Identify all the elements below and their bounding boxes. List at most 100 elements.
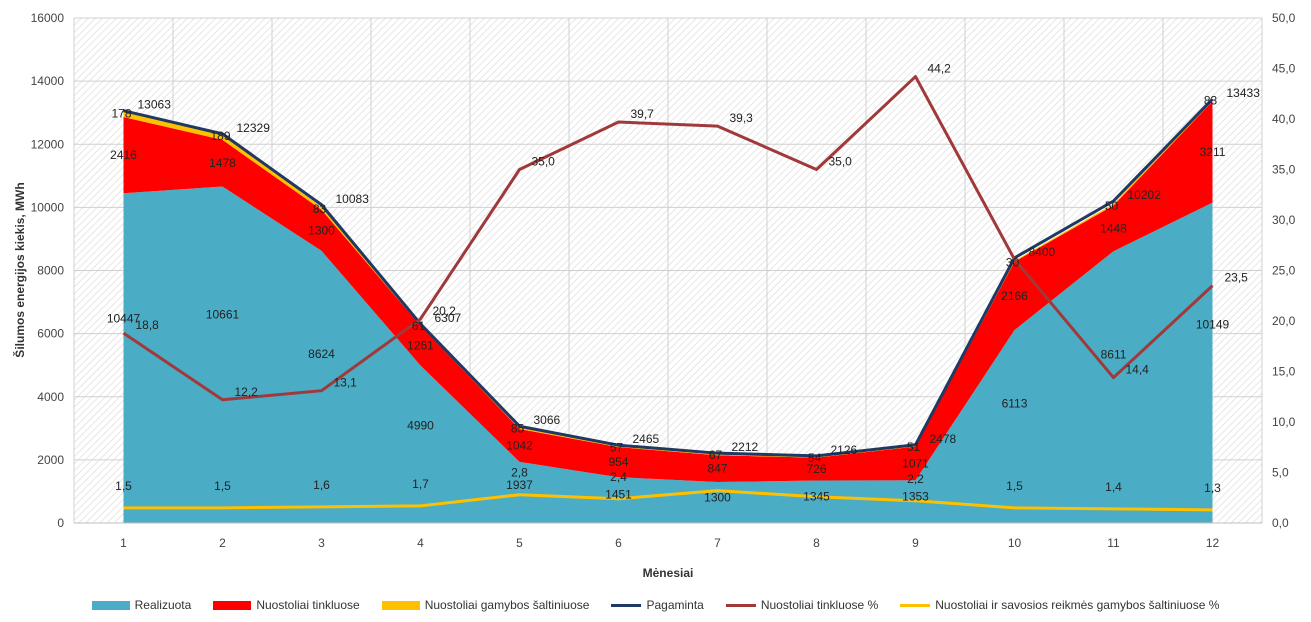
legend-item-pagaminta: Pagaminta (611, 598, 704, 612)
data-label: 67 (709, 448, 723, 462)
y2-tick-label: 25,0 (1272, 264, 1296, 278)
data-label: 83 (1204, 94, 1218, 108)
legend-swatch (381, 600, 420, 610)
x-tick-label: 5 (516, 536, 523, 550)
data-label: 10447 (107, 312, 141, 326)
data-label: 178 (111, 106, 131, 120)
legend-item-nuostoliai-tinkluose-pct: Nuostoliai tinkluose % (725, 598, 878, 612)
data-label: 1300 (308, 223, 335, 237)
data-label: 1,5 (214, 479, 231, 493)
y2-tick-label: 50,0 (1272, 11, 1296, 25)
data-label: 1,5 (1006, 479, 1023, 493)
data-label: 1451 (605, 488, 632, 502)
y2-tick-label: 20,0 (1272, 314, 1296, 328)
data-label: 1478 (209, 156, 236, 170)
data-label: 1042 (506, 438, 533, 452)
y-tick-label: 8000 (37, 264, 64, 278)
line-series (122, 75, 1214, 512)
data-label: 2,2 (907, 472, 924, 486)
legend-swatch (900, 603, 931, 607)
y2-tick-label: 10,0 (1272, 415, 1296, 429)
data-label: 13063 (138, 98, 172, 112)
y-tick-label: 0 (57, 516, 64, 530)
data-label: 2212 (732, 440, 759, 454)
y-tick-label: 2000 (37, 453, 64, 467)
y2-tick-label: 40,0 (1272, 112, 1296, 126)
x-tick-label: 11 (1107, 536, 1120, 550)
y2-tick-label: 30,0 (1272, 213, 1296, 227)
data-label: 57 (610, 440, 624, 454)
data-label: 2416 (110, 148, 137, 162)
data-label: 10202 (1128, 188, 1162, 202)
data-label: 10149 (1196, 317, 1230, 331)
legend-swatch (91, 600, 130, 610)
y-tick-label: 6000 (37, 327, 64, 341)
chart-svg: 0 2000 4000 6000 8000 10000 12000 14000 16000 0,0… (12, 11, 1296, 580)
data-label: 6307 (435, 311, 462, 325)
line-5 (122, 75, 1214, 402)
line-6 (123, 489, 1213, 512)
x-tick-label: 9 (912, 536, 919, 550)
legend-label: Pagaminta (646, 598, 704, 612)
data-label: 18,8 (136, 318, 160, 332)
data-label: 23,5 (1225, 271, 1249, 285)
data-label: 13433 (1227, 86, 1261, 100)
y-tick-label: 10000 (31, 200, 65, 214)
data-label: 54 (808, 451, 822, 465)
y2-tick-label: 15,0 (1272, 365, 1296, 379)
x-tick-label: 2 (219, 536, 226, 550)
legend-label: Nuostoliai tinkluose (256, 598, 360, 612)
legend-label: Nuostoliai ir savosios reikmės gamybos š… (935, 598, 1220, 612)
area-series (123, 98, 1213, 523)
data-label: 12329 (237, 121, 271, 135)
x-tick-label: 10 (1008, 536, 1022, 550)
data-label: 1261 (407, 339, 434, 353)
data-label: 1,3 (1204, 481, 1221, 495)
data-label: 39,3 (730, 111, 754, 125)
data-label: 1,7 (412, 477, 429, 491)
data-label: 85 (511, 421, 525, 435)
data-label: 83 (313, 202, 327, 216)
data-label: 8400 (1029, 245, 1056, 259)
data-labels: 10447 10661 8624 4990 1937 1451 1300 1345 1353 61… (107, 62, 1260, 505)
legend-label: Realizuota (134, 598, 192, 612)
data-label: 1448 (1100, 221, 1127, 235)
y2-tick-label: 0,0 (1272, 516, 1289, 530)
x-tick-label: 3 (318, 536, 325, 550)
data-label: 1300 (704, 491, 731, 505)
legend-item-nuostoliai-gamybos: Nuostoliai gamybos šaltiniuose (381, 598, 590, 612)
data-label: 1,4 (1105, 480, 1122, 494)
y2-tick-label: 5,0 (1272, 466, 1289, 480)
data-label: 10083 (336, 192, 370, 206)
data-label: 847 (707, 462, 727, 476)
area-1 (123, 186, 1213, 523)
axes: 0 2000 4000 6000 8000 10000 12000 14000 16000 0,0… (31, 11, 1296, 550)
data-label: 10661 (206, 307, 240, 321)
x-tick-label: 4 (417, 536, 424, 550)
data-label: 3066 (534, 413, 561, 427)
data-label: 14,4 (1126, 363, 1150, 377)
data-label: 1345 (803, 490, 830, 504)
data-label: 189 (210, 129, 230, 143)
data-label: 2126 (831, 443, 858, 457)
data-label: 8611 (1101, 347, 1127, 361)
data-label: 8624 (308, 347, 335, 361)
y-tick-label: 4000 (37, 390, 64, 404)
legend-item-realizuota: Realizuota (91, 598, 192, 612)
legend-label: Nuostoliai gamybos šaltiniuose (424, 598, 590, 612)
data-label: 44,2 (928, 62, 952, 76)
y-axis-title: Šilumos energijos kiekis, MWh (12, 182, 27, 357)
data-label: 61 (412, 319, 426, 333)
data-label: 2166 (1001, 289, 1028, 303)
data-label: 1,5 (115, 479, 132, 493)
legend: Realizuota Nuostoliai tinkluose Nuostoli… (0, 598, 1311, 612)
x-tick-label: 8 (813, 536, 820, 550)
x-tick-label: 6 (615, 536, 622, 550)
data-label: 50 (1105, 199, 1119, 213)
y2-tick-label: 35,0 (1272, 163, 1296, 177)
data-label: 2465 (633, 432, 660, 446)
y2-tick-label: 45,0 (1272, 62, 1296, 76)
legend-swatch (611, 603, 642, 607)
legend-item-savosios-reikmes-pct: Nuostoliai ir savosios reikmės gamybos š… (900, 598, 1219, 612)
legend-item-nuostoliai-tinkluose: Nuostoliai tinkluose (213, 598, 360, 612)
